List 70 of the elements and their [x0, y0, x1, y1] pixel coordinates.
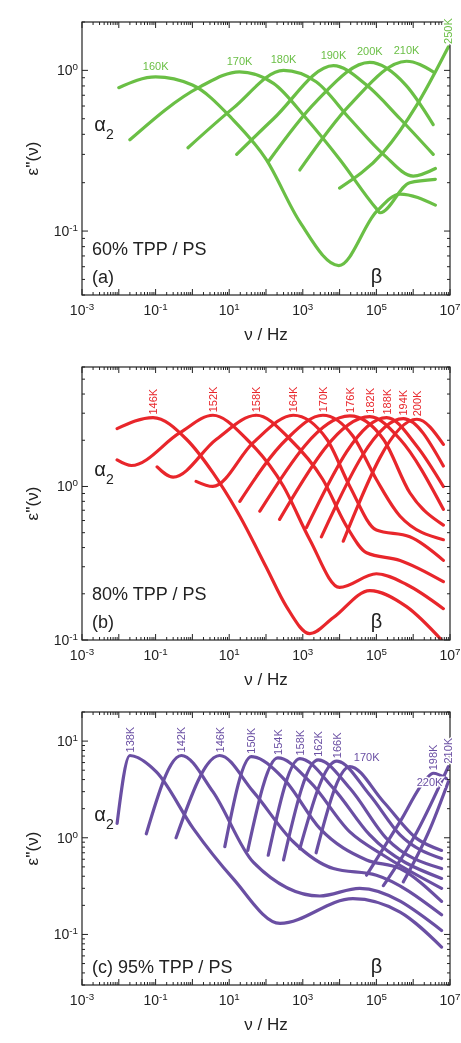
text: 138K [123, 726, 136, 753]
annotation: 60% TPP / PS [92, 239, 207, 259]
text: 162K [312, 730, 325, 757]
y-tick-label: 10$^{1}$ [56, 731, 78, 750]
x-tick-label: 10$^{-1}$ [143, 645, 168, 663]
x-tick-label: 10$^{5}$ [365, 300, 388, 318]
text: 150K [245, 727, 258, 754]
text: 142K [175, 726, 188, 753]
y-axis-title: ε''(ν) [23, 831, 42, 866]
annotation: (b) [92, 612, 114, 632]
text: 154K [271, 728, 284, 755]
x-tick-label: 10$^{7}$ [439, 990, 461, 1008]
text: 146K [213, 726, 226, 753]
annotation: 80% TPP / PS [92, 584, 207, 604]
x-tick-label: 10$^{3}$ [292, 645, 314, 663]
text: 250K [442, 17, 455, 44]
text: 188K [380, 388, 393, 415]
annotation: α$_{2}$ [94, 458, 114, 488]
x-tick-label: 10$^{1}$ [218, 990, 240, 1008]
y-axis-title: ε''(ν) [23, 486, 42, 521]
annotation: β [370, 265, 383, 287]
text: 210K [442, 737, 455, 764]
x-tick-label: 10$^{7}$ [439, 300, 461, 318]
x-tick-label: 10$^{-1}$ [143, 990, 168, 1008]
y-tick-label: 10$^{0}$ [56, 828, 79, 846]
x-tick-label: 10$^{-3}$ [69, 990, 95, 1008]
text: 198K [427, 743, 440, 771]
series-label: 200K [356, 45, 384, 58]
x-axis-title: ν / Hz [244, 1015, 288, 1034]
x-tick-label: 10$^{7}$ [439, 645, 461, 663]
text: 146K [147, 388, 159, 415]
text: 164K [287, 385, 300, 413]
annotation: (a) [92, 267, 114, 287]
x-axis-title: ν / Hz [244, 325, 288, 344]
text: 166K [330, 731, 343, 759]
text: 176K [343, 386, 356, 413]
y-tick-label: 10$^{-1}$ [53, 221, 78, 240]
x-tick-label: 10$^{3}$ [292, 300, 314, 318]
x-tick-label: 10$^{3}$ [292, 990, 314, 1008]
x-tick-label: 10$^{-3}$ [69, 300, 95, 318]
x-tick-label: 10$^{5}$ [365, 990, 388, 1008]
x-tick-label: 10$^{1}$ [218, 645, 240, 663]
y-axis-title: ε''(ν) [23, 141, 42, 176]
series-label: 170K [226, 54, 254, 67]
text: 158K [250, 385, 263, 413]
annotation: (c) 95% TPP / PS [92, 957, 233, 977]
text: 170K [316, 385, 329, 413]
x-tick-label: 10$^{-3}$ [69, 645, 95, 663]
text: 182K [363, 387, 376, 414]
y-tick-label: 10$^{0}$ [56, 476, 79, 495]
series-label: 180K [270, 53, 298, 66]
series-label: 190K [320, 48, 347, 61]
annotation: β [370, 610, 383, 632]
text: 152K [206, 385, 219, 413]
annotation: β [370, 955, 383, 977]
y-tick-label: 10$^{-1}$ [53, 924, 78, 943]
text: 158K [293, 729, 306, 756]
annotation: α$_{2}$ [94, 803, 114, 833]
series-label: 170K [353, 750, 381, 763]
series-label: 210K [393, 44, 421, 57]
x-axis-title: ν / Hz [244, 670, 288, 689]
text: 194K [397, 389, 410, 416]
x-tick-label: 10$^{5}$ [365, 645, 388, 663]
series-label: 160K [142, 59, 170, 72]
x-tick-label: 10$^{1}$ [218, 300, 240, 318]
x-tick-label: 10$^{-1}$ [143, 300, 168, 318]
text: 200K [410, 389, 423, 417]
annotation: α$_{2}$ [94, 113, 114, 143]
y-tick-label: 10$^{-1}$ [53, 630, 78, 648]
y-tick-label: 10$^{0}$ [56, 60, 79, 79]
